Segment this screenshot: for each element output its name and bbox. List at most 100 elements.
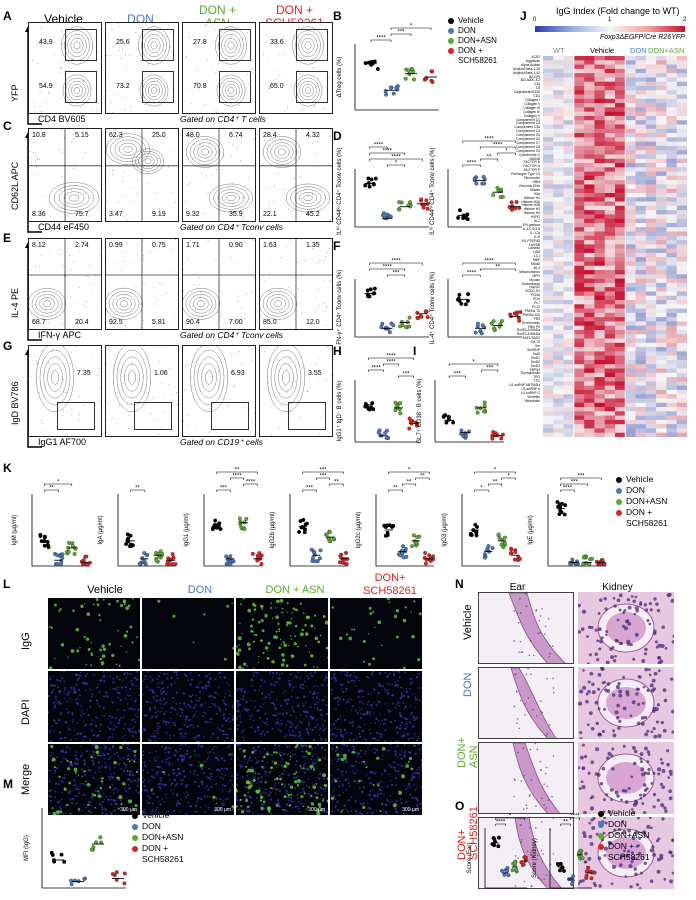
flow-plot-a-1: 43.9 54.9 <box>28 22 102 114</box>
svg-text:****: **** <box>374 143 384 149</box>
svg-text:IgE (µg/ml): IgE (µg/ml) <box>528 515 534 544</box>
quadrant-value: 7.00 <box>229 319 243 326</box>
gene-label: IL-1/CXCL8 <box>522 226 540 231</box>
micrograph-texture <box>48 744 140 815</box>
svg-text:ΔTreg cells (%): ΔTreg cells (%) <box>337 57 343 98</box>
svg-text:*: * <box>408 468 411 474</box>
quadrant-value: 1.63 <box>263 242 277 249</box>
gene-label: PM/Scl-75 <box>524 308 540 313</box>
panel-label-o: O <box>455 799 465 813</box>
quadrant-value: 48.0 <box>186 132 200 139</box>
panel-label-j: J <box>520 9 527 23</box>
quadrant-value: 1.35 <box>306 242 320 249</box>
micrograph-texture <box>142 744 234 815</box>
gene-label: Ribo P0 <box>528 324 540 329</box>
flow-plot-g-4: 3.55 <box>259 345 333 437</box>
svg-text:***: *** <box>402 372 410 378</box>
flow-c-xlabel: CD44 eF450 <box>38 222 90 232</box>
gene-label: SmD <box>532 351 540 356</box>
svg-text:CD62Lˡᵒ CD44ʰⁱ CD4⁺ Tconv cell: CD62Lˡᵒ CD44ʰⁱ CD4⁺ Tconv cells (%) <box>428 147 436 235</box>
flow-plot-a-2: 25.6 73.2 <box>105 22 179 114</box>
gene-label: PDH <box>533 297 540 302</box>
gene-label: SmD1 <box>530 355 540 360</box>
gene-label: Prothrombin <box>522 320 540 325</box>
gene-label: Nucleosome <box>521 281 540 286</box>
gene-label: Sm <box>535 344 540 349</box>
svg-text:****: **** <box>246 480 256 486</box>
gene-label: Cytochrome C <box>518 152 540 157</box>
quadrant-value: 1.71 <box>186 242 200 249</box>
plot-k-2: ** IgA (µg/ml) <box>98 486 178 567</box>
histology-ear-1 <box>478 592 574 664</box>
svg-text:***: *** <box>306 486 314 492</box>
plot-k-4: ***********IgG2b (µg/ml) <box>270 468 350 567</box>
gate <box>296 29 328 61</box>
gate <box>296 71 328 103</box>
gene-label: Vitronectin <box>524 398 540 403</box>
gene-label: MBP <box>532 258 540 263</box>
quadrant-value: 5.81 <box>152 319 166 326</box>
quadrant-value: 62.3 <box>109 132 123 139</box>
histology-texture <box>510 668 557 738</box>
plot-f-il4: **********IL-4⁺ CD4⁺ Tconv cells (%) <box>429 259 523 344</box>
gene-label: IA-2 <box>533 219 540 224</box>
histology-texture <box>578 817 674 889</box>
svg-text:****: **** <box>386 354 396 360</box>
gene-label: FACTOR P <box>523 168 540 173</box>
flow-e-xlabel: IFN-γ APC <box>38 330 82 340</box>
svg-text:*: * <box>472 360 475 366</box>
plot-k-7: **********IgE (µg/ml) <box>528 474 607 567</box>
micrograph-texture <box>142 671 234 742</box>
panel-label-g: G <box>3 339 13 353</box>
quadrant-value: 85.0 <box>263 319 277 326</box>
svg-text:IgG1⁺ IgD⁻ B cells (%): IgG1⁺ IgD⁻ B cells (%) <box>336 381 343 442</box>
quadrant-value: 45.2 <box>306 211 320 218</box>
contour-plot <box>30 346 101 431</box>
gate <box>142 29 174 61</box>
flow-plot-e-1: 8.12 2.74 68.7 20.4 <box>28 238 102 330</box>
l-row-igg: IgG <box>20 632 32 650</box>
plot-o-ear: *****Score (Ear) <box>467 814 528 889</box>
svg-text:IgA (µg/ml): IgA (µg/ml) <box>98 515 104 544</box>
gene-label: Fibronectin <box>523 176 540 181</box>
gene-label: Gliadin <box>529 187 540 192</box>
micrograph-texture <box>157 599 234 661</box>
gene-label: U1-snRNP C <box>521 390 540 395</box>
contour-plot <box>183 346 255 433</box>
plot-k-3: *************IgG1 (µg/ml) <box>184 468 264 567</box>
histology-texture <box>514 818 562 888</box>
contour-plot <box>106 129 178 221</box>
micrograph-dapi-3 <box>236 671 328 742</box>
quadrant-value: 20.4 <box>75 319 89 326</box>
panel-label-a: A <box>3 9 12 23</box>
gene-label: FACTOR B <box>523 160 540 165</box>
quadrant-value: 90.4 <box>186 319 200 326</box>
panel-label-k: K <box>3 461 12 475</box>
svg-text:*: * <box>505 149 508 155</box>
svg-text:*: * <box>494 468 497 474</box>
colorbar-tick-0: 0 <box>533 17 537 23</box>
plot-b-treg: ********ΔTreg cells (%) <box>337 24 439 111</box>
svg-text:***: *** <box>577 474 585 480</box>
panel-label-c: C <box>3 119 12 133</box>
quadrant-value: 25.0 <box>152 132 166 139</box>
svg-text:*: * <box>57 480 60 486</box>
flow-plot-a-4: 33.6 65.0 <box>259 22 333 114</box>
gate-value: 33.6 <box>270 39 284 46</box>
quadrant-value: 6.74 <box>229 132 243 139</box>
svg-text:IgG3 (µg/ml): IgG3 (µg/ml) <box>442 513 448 546</box>
quadrant-value: 8.36 <box>32 211 46 218</box>
gene-label: GBM <box>532 180 540 184</box>
flow-g-xlabel: IgG1 AF700 <box>38 437 87 447</box>
gene-label: TTG <box>533 379 540 384</box>
gene-label: Alpha Actinin <box>520 62 540 67</box>
quadrant-value: 35.9 <box>229 211 243 218</box>
heatmap-title: IgG Index (Fold change to WT) <box>556 6 680 16</box>
gate <box>211 402 249 430</box>
gene-label: CD4 <box>533 94 540 99</box>
scale-bar-label: 300 µm <box>214 807 231 813</box>
gate-value: 73.2 <box>116 83 130 90</box>
gate <box>142 71 174 103</box>
gate-value: 27.8 <box>193 39 207 46</box>
quadrant-value: 10.8 <box>32 132 46 139</box>
